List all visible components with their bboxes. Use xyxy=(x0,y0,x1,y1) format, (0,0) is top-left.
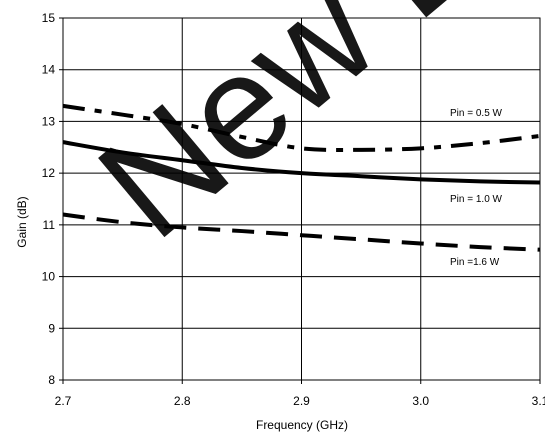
x-tick-label: 2.9 xyxy=(293,394,310,408)
x-tick-label: 2.7 xyxy=(55,394,72,408)
y-tick-label: 14 xyxy=(42,63,56,77)
x-tick-label: 2.8 xyxy=(174,394,191,408)
series-labels: Pin = 0.5 W Pin = 1.0 W Pin =1.6 W xyxy=(450,108,503,268)
y-tick-label: 9 xyxy=(48,321,55,335)
watermark-text: New D xyxy=(68,0,521,270)
series-label-1: Pin = 0.5 W xyxy=(450,108,503,119)
y-tick-label: 8 xyxy=(48,373,55,387)
series-layer xyxy=(62,103,541,252)
series-line-3 xyxy=(62,212,541,252)
tick-labels: 8 9 10 11 12 13 14 15 2.7 2.8 2.9 3.0 3.1 xyxy=(42,11,545,408)
y-tick-label: 12 xyxy=(42,166,56,180)
y-tick-label: 13 xyxy=(42,114,56,128)
series-line-1 xyxy=(62,103,541,152)
x-tick-label: 3.0 xyxy=(412,394,429,408)
series-label-2: Pin = 1.0 W xyxy=(450,194,503,205)
y-tick-label: 11 xyxy=(43,218,56,232)
series-line-2 xyxy=(62,140,541,185)
x-axis-title: Frequency (GHz) xyxy=(256,418,348,432)
y-tick-label: 15 xyxy=(42,11,56,25)
y-axis-title: Gain (dB) xyxy=(15,196,29,247)
y-tick-label: 10 xyxy=(42,270,56,284)
series-label-3: Pin =1.6 W xyxy=(450,257,500,268)
x-tick-label: 3.1 xyxy=(532,394,545,408)
